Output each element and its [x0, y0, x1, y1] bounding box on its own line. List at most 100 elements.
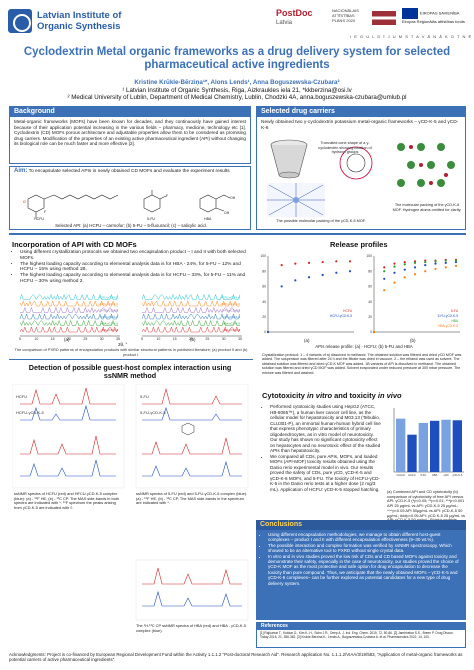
pxrd-panel-b-label: (b): [190, 337, 196, 342]
release-point: [321, 260, 324, 264]
release-point: [444, 261, 447, 264]
list-item: Using different crystallization protocol…: [20, 250, 250, 261]
pxrd-tick-label: 10: [34, 337, 38, 341]
pxrd-series-line: [20, 306, 119, 314]
release-point: [403, 260, 406, 264]
nmr-5fu-spectra: [135, 384, 249, 489]
latvia-flag-icon: [372, 11, 396, 25]
release-tick-label: 0: [264, 330, 266, 334]
release-tick-label: 100: [260, 254, 266, 258]
release-series-label: 5-FU: [451, 309, 459, 313]
release-panel-a-label: (a): [304, 338, 310, 343]
release-point: [454, 260, 458, 264]
release-point: [393, 281, 396, 284]
background-heading: Background: [10, 107, 250, 117]
cyto-category-label: Control: [396, 473, 405, 477]
release-title: Release profiles: [330, 240, 388, 249]
pxrd-charts: 5 10 15 20 25 30 35 HBA-γCD-K-6 HBA-γCD-K-5 5-FU-…: [19, 293, 242, 341]
conclusions-section: Conclusions Using different encapsulatio…: [256, 520, 466, 620]
release-point: [280, 264, 283, 267]
svg-text:F: F: [166, 194, 168, 198]
pxrd-series-line: [141, 313, 241, 320]
org-name-line2: Organic Synthesis: [37, 21, 121, 32]
nmr-label-5fu: 5-FU: [140, 394, 149, 399]
pxrd-panel-b: 5 10 15 20 25 30 35 HBA-γCD-K-6 HBA-γCD-K-5 5-FU-…: [141, 293, 242, 341]
cyto-category-label: γCD-K-5: [452, 473, 463, 477]
cyto-bar: [396, 418, 406, 472]
pxrd-series-label: HCFU-γCD-K-5: [221, 296, 241, 300]
release-caption: APIs release profile: (a) - HCFU; (b) 5-…: [315, 344, 413, 349]
cyto-bar: [452, 420, 462, 472]
release-point: [335, 260, 338, 263]
cd-cone-caption: Truncated cone shape of a γ-cyclodextrin…: [318, 141, 372, 155]
cytotoxicity-title: Cytotoxicity in vitro and toxicity in vi…: [262, 391, 402, 400]
release-tick-label: 80: [368, 269, 372, 273]
cyto-category-label: HBA: [432, 473, 438, 477]
release-series-label: HBA: [451, 319, 458, 323]
release-point: [266, 330, 270, 334]
pxrd-series-label: HCFU-γCD-K-6: [99, 302, 119, 306]
release-tick-label: 60: [262, 285, 266, 289]
hcfu-structure: [27, 194, 119, 218]
pxrd-tick-label: 30: [222, 337, 226, 341]
nap-logo: NACIONĀLAIS ATTĪSTĪBAS PLĀNS 2020: [332, 8, 359, 23]
cyto-bar: [407, 434, 417, 472]
release-point: [403, 276, 406, 279]
detection-title: Detection of possible guest-host complex…: [28, 363, 232, 381]
release-series-label: HCFU-γCD-K-5: [330, 314, 352, 318]
release-series-label: HBA-γCD-K-5: [438, 324, 458, 328]
release-point: [393, 265, 396, 268]
release-point: [383, 266, 386, 269]
incorporation-bullets: Using different crystallization protocol…: [12, 250, 250, 285]
org-name-line1: Latvian Institute of: [37, 10, 122, 21]
release-point: [348, 260, 352, 263]
api-structures: O F F OH OH HCFU 5-FU HBA: [14, 189, 248, 223]
release-point: [434, 267, 437, 271]
list-item: We compared all CDs, pure APIs, MOFs, an…: [270, 454, 382, 493]
section-divider: [9, 233, 466, 235]
pxrd-series-label: HBA-γCD-K-5: [101, 322, 119, 326]
selected-carriers-heading: Selected drug carriers: [257, 107, 465, 117]
pxrd-tick-label: 20: [189, 337, 193, 341]
pxrd-series-line: [141, 326, 241, 333]
pxrd-tick-label: 20: [67, 337, 71, 341]
pxrd-tick-label: 15: [173, 337, 177, 341]
nmr-hcfu-spectra: [12, 384, 125, 489]
incorporation-title: Incorporation of API with CD MOFs: [12, 240, 137, 249]
eu-logo: EIROPAS SAVIENĪBA Eiropas Reģionālās att…: [402, 8, 466, 30]
list-item: The possible interaction and complex for…: [268, 543, 462, 554]
affiliation-2: ² Medical University of Lublin, Departme…: [67, 94, 407, 101]
release-point: [413, 273, 417, 276]
background-section: Background Metal-organic frameworks (MOF…: [9, 106, 251, 164]
aim-label: Aim:: [14, 168, 28, 174]
cd-k6-lattice: [391, 137, 459, 201]
lios-logo: Latvian Institute of Organic Synthesis: [8, 6, 158, 36]
list-item: In vitro and in vivo studies proved the …: [268, 554, 462, 586]
release-point: [444, 266, 447, 269]
cytotoxicity-charts: Control HCFU 5-FU HBA γCD γCD-K-5: [393, 408, 464, 477]
release-point: [307, 261, 311, 264]
release-point: [434, 260, 437, 263]
cyto-category-label: 5-FU: [420, 473, 426, 477]
release-point: [413, 261, 417, 264]
acknowledgments: Acknowledgments: Project is co-financed …: [9, 652, 463, 663]
aim-section: Aim: To encapsulate selected APIs in new…: [9, 166, 251, 230]
svg-text:OH: OH: [224, 211, 230, 215]
cd-ring-drawing: [339, 146, 373, 180]
release-tick-label: 20: [368, 315, 372, 319]
nmr-spectra: HCFU HCFU-γCD-K-5 5-FU 5-FU-γCD-K-5: [12, 384, 249, 621]
pxrd-series-label: HCFU-γCD-K-6: [221, 302, 241, 306]
release-point: [383, 289, 386, 292]
release-point: [393, 271, 396, 274]
pxrd-tick-label: 25: [205, 337, 209, 341]
postdoc-logo: PostDoc Latvia: [276, 8, 313, 26]
release-point: [424, 264, 427, 267]
release-series-label: HCFU: [343, 309, 353, 313]
pxrd-series-line: [142, 306, 241, 314]
pxrd-series-line: [19, 300, 118, 307]
release-notes: Crystallization protocol: 1 – 4 variants…: [262, 353, 462, 375]
conclusions-heading: Conclusions: [256, 520, 466, 530]
affiliation-1: ¹ Latvian Institute of Organic Synthesis…: [122, 86, 352, 94]
release-point: [454, 259, 458, 262]
